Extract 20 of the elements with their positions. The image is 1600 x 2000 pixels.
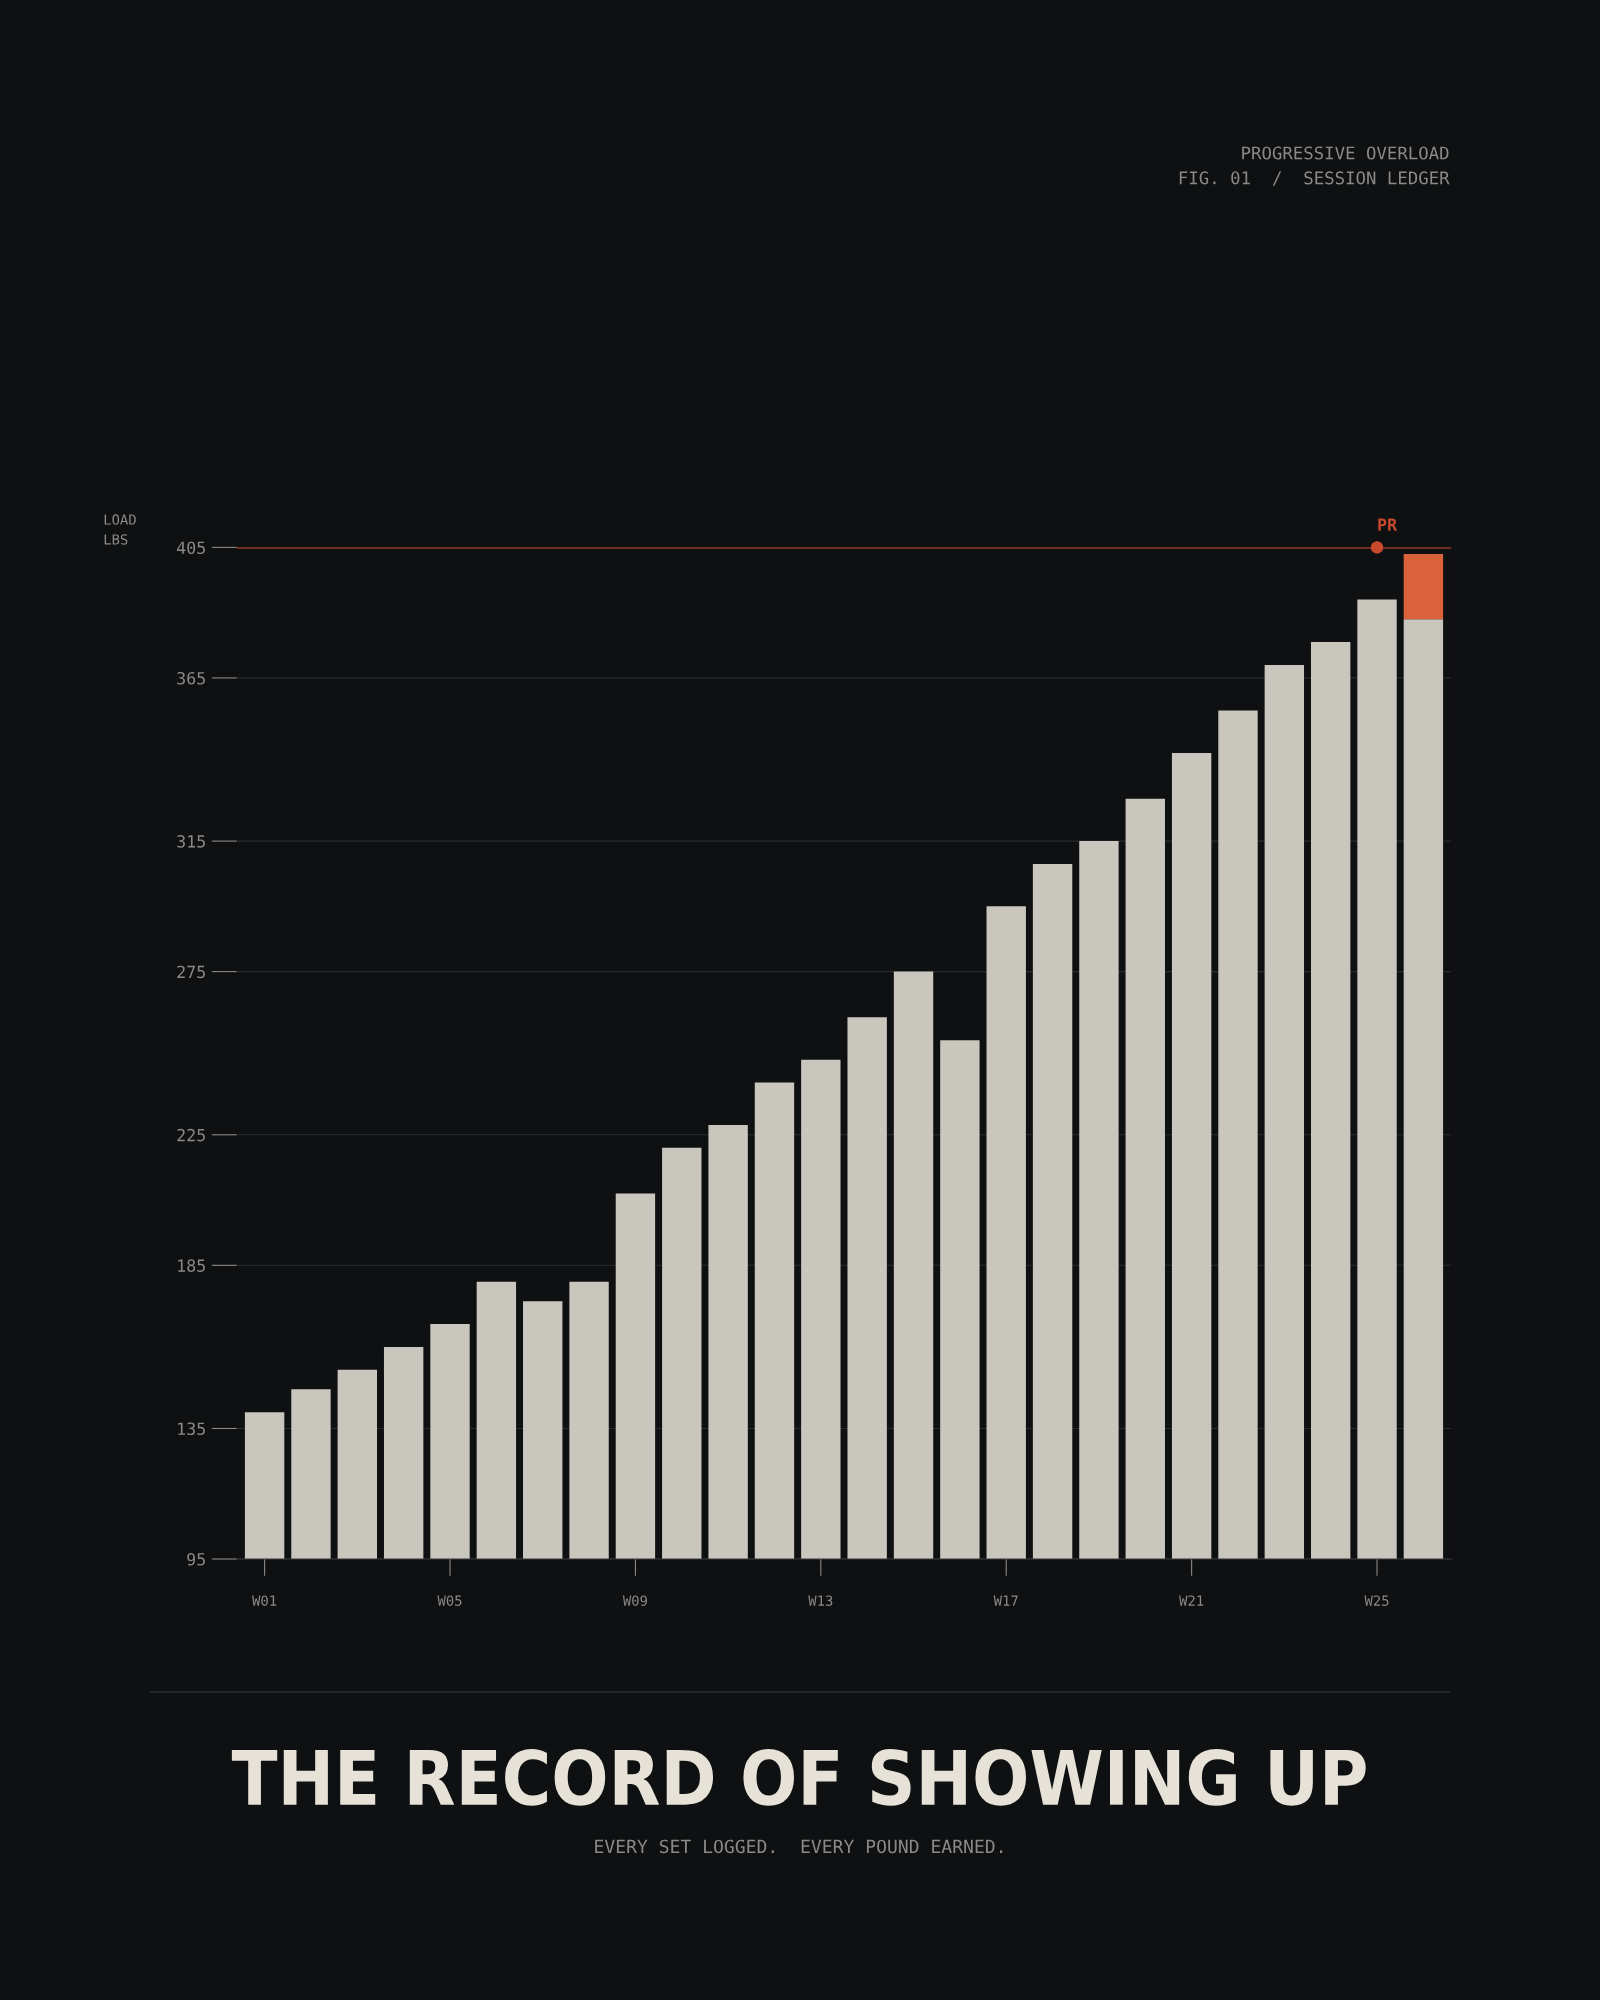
x-tick-label: W17 — [993, 1595, 1018, 1606]
y-tick-label: 185 — [178, 1259, 205, 1272]
y-tick-label: 95 — [187, 1553, 205, 1566]
y-tick-label: 365 — [177, 671, 205, 685]
text: EVERY SET LOGGED. EVERY POUND EARNED. — [595, 1839, 1003, 1854]
x-tick-label: W09 — [622, 1595, 648, 1606]
y-tick-label: 315 — [177, 835, 205, 848]
y-axis-title: LOAD LBS — [104, 514, 136, 545]
x-tick-label: W05 — [437, 1595, 462, 1606]
text: PROGRESSIVE OVERLOAD FIG. 01 / SESSION LEDGER — [1179, 146, 1450, 186]
x-tick-label: W01 — [252, 1595, 277, 1606]
x-tick-label: W13 — [808, 1595, 833, 1606]
y-tick-label: 405 — [176, 541, 205, 555]
x-tick-label: W21 — [1179, 1595, 1204, 1606]
x-tick-label: W25 — [1364, 1595, 1389, 1606]
y-tick-label: 225 — [177, 1128, 205, 1142]
text: THE RECORD OF SHOWING UP — [231, 1749, 1366, 1806]
y-tick-label: 275 — [177, 965, 205, 979]
y-tick-label: 135 — [178, 1422, 205, 1436]
ref-line-label: PR — [1378, 518, 1398, 531]
